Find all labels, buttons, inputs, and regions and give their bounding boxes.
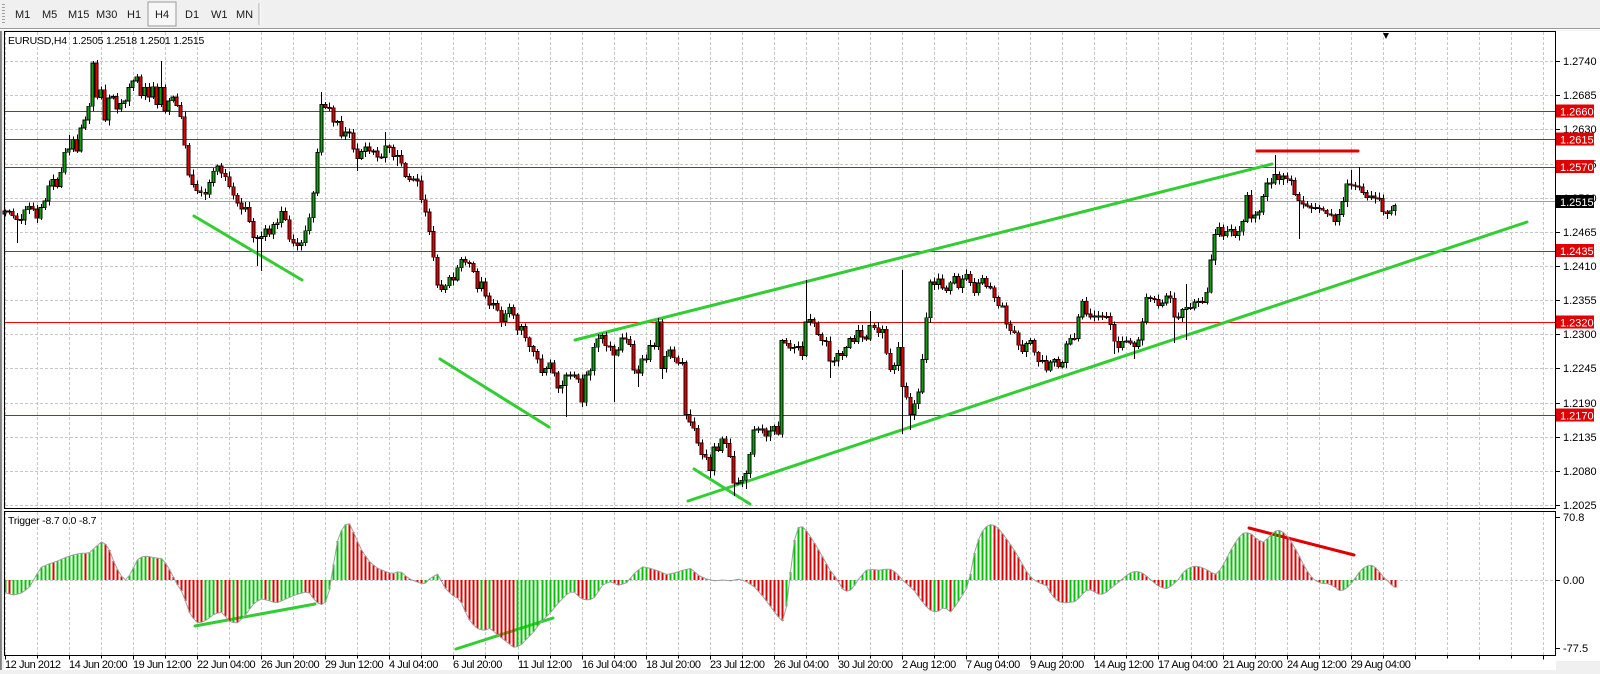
svg-text:19 Jun 12:00: 19 Jun 12:00 [133, 659, 192, 671]
svg-text:-77.5: -77.5 [1563, 643, 1588, 655]
svg-text:22 Jun 04:00: 22 Jun 04:00 [197, 659, 256, 671]
svg-text:29 Aug 04:00: 29 Aug 04:00 [1351, 659, 1411, 671]
svg-text:1.2025: 1.2025 [1563, 500, 1597, 512]
svg-text:W1: W1 [211, 9, 228, 21]
svg-text:1.2740: 1.2740 [1563, 56, 1597, 68]
svg-text:1.2515: 1.2515 [1560, 197, 1594, 209]
svg-text:EURUSD,H4 1.2505 1.2518 1.250: EURUSD,H4 1.2505 1.2518 1.2501 1.2515 [8, 35, 204, 47]
svg-text:M1: M1 [15, 9, 30, 21]
svg-text:70.8: 70.8 [1563, 512, 1584, 524]
svg-text:14 Jun 20:00: 14 Jun 20:00 [69, 659, 128, 671]
svg-text:1.2190: 1.2190 [1563, 398, 1597, 410]
svg-text:1.2410: 1.2410 [1563, 261, 1597, 273]
svg-text:1.2435: 1.2435 [1560, 246, 1594, 258]
svg-text:1.2685: 1.2685 [1563, 90, 1597, 102]
svg-text:1.2320: 1.2320 [1560, 317, 1594, 329]
svg-text:M30: M30 [96, 9, 117, 21]
svg-text:12 Jun 2012: 12 Jun 2012 [5, 659, 61, 671]
svg-text:11 Jul 12:00: 11 Jul 12:00 [518, 659, 572, 671]
svg-text:4 Jul 04:00: 4 Jul 04:00 [389, 659, 438, 671]
svg-text:29 Jun 12:00: 29 Jun 12:00 [325, 659, 384, 671]
svg-text:2 Aug 12:00: 2 Aug 12:00 [902, 659, 956, 671]
svg-text:24 Aug 12:00: 24 Aug 12:00 [1287, 659, 1347, 671]
svg-text:1.2170: 1.2170 [1560, 411, 1594, 423]
svg-text:14 Aug 12:00: 14 Aug 12:00 [1094, 659, 1154, 671]
svg-text:1.2135: 1.2135 [1563, 432, 1597, 444]
svg-text:18 Jul 20:00: 18 Jul 20:00 [646, 659, 701, 671]
svg-text:D1: D1 [185, 9, 199, 21]
svg-text:1.2080: 1.2080 [1563, 466, 1597, 478]
svg-text:30 Jul 20:00: 30 Jul 20:00 [838, 659, 893, 671]
svg-text:23 Jul 12:00: 23 Jul 12:00 [710, 659, 765, 671]
svg-text:1.2615: 1.2615 [1560, 134, 1594, 146]
svg-text:1.2300: 1.2300 [1563, 329, 1597, 341]
svg-text:MN: MN [236, 9, 253, 21]
svg-text:9 Aug 20:00: 9 Aug 20:00 [1030, 659, 1084, 671]
svg-text:26 Jun 20:00: 26 Jun 20:00 [261, 659, 320, 671]
svg-text:0.00: 0.00 [1563, 575, 1584, 587]
svg-text:H1: H1 [127, 9, 141, 21]
svg-text:7 Aug 04:00: 7 Aug 04:00 [966, 659, 1020, 671]
svg-text:1.2570: 1.2570 [1560, 162, 1594, 174]
svg-text:17 Aug 04:00: 17 Aug 04:00 [1158, 659, 1218, 671]
svg-text:1.2465: 1.2465 [1563, 227, 1597, 239]
svg-text:H4: H4 [155, 9, 169, 21]
svg-text:26 Jul 04:00: 26 Jul 04:00 [774, 659, 829, 671]
svg-text:1.2245: 1.2245 [1563, 363, 1597, 375]
svg-text:1.2355: 1.2355 [1563, 295, 1597, 307]
svg-text:1.2660: 1.2660 [1560, 106, 1594, 118]
svg-text:M15: M15 [68, 9, 89, 21]
svg-text:6 Jul 20:00: 6 Jul 20:00 [453, 659, 502, 671]
svg-text:16 Jul 04:00: 16 Jul 04:00 [582, 659, 637, 671]
svg-text:Trigger -8.7 0.0 -8.7: Trigger -8.7 0.0 -8.7 [8, 515, 97, 527]
svg-text:21 Aug 20:00: 21 Aug 20:00 [1223, 659, 1283, 671]
svg-text:M5: M5 [42, 9, 57, 21]
